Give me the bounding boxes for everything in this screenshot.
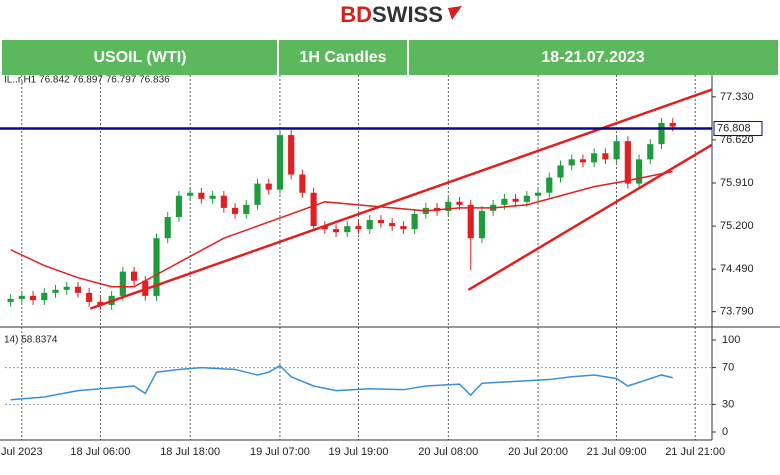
candle-body — [265, 183, 272, 190]
candle-body — [321, 226, 328, 230]
candle-body — [658, 122, 665, 145]
header-cell: USOIL (WTI) — [93, 49, 186, 66]
y-tick-label: 100 — [722, 334, 740, 346]
candle-body — [568, 159, 575, 166]
candle-body — [332, 229, 340, 233]
candle-body — [478, 210, 486, 239]
candle-body — [355, 226, 362, 230]
rsi-label: 14) 58.8374 — [4, 335, 58, 346]
header-cell: 18-21.07.2023 — [541, 49, 644, 66]
candle-body — [377, 220, 385, 224]
candle-body — [366, 220, 373, 230]
candle-body — [624, 141, 631, 184]
candle-body — [647, 144, 654, 160]
x-tick-label: 19 Jul 07:00 — [250, 446, 310, 458]
candle-body — [243, 204, 250, 214]
candle-body — [546, 177, 553, 193]
y-tick-label: 73.790 — [720, 306, 754, 318]
candle-body — [220, 195, 227, 208]
candle-body — [52, 289, 59, 293]
trendline — [467, 143, 713, 291]
candle-body — [175, 195, 183, 217]
candle-body — [523, 195, 530, 202]
candle-body — [18, 295, 25, 299]
candle-body — [635, 159, 643, 184]
x-tick-label: Jul 2023 — [1, 446, 43, 458]
candle-body — [411, 213, 418, 230]
y-tick-label: 77.330 — [720, 91, 754, 103]
candle-body — [209, 195, 216, 199]
x-tick-label: 21 Jul 21:00 — [665, 446, 725, 458]
candle-body — [74, 286, 82, 293]
logo-b: SWISS — [372, 2, 443, 27]
candle-body — [86, 292, 93, 302]
y-tick-label: 75.910 — [720, 177, 754, 189]
candle-body — [389, 223, 396, 227]
y-tick-label: 76.620 — [720, 134, 754, 146]
candle-body — [164, 216, 171, 239]
price-label: 76.808 — [717, 122, 751, 134]
candle-body — [254, 183, 261, 205]
candle-body — [613, 141, 620, 160]
candle-body — [400, 226, 407, 230]
logo-a: BD — [340, 2, 372, 27]
x-tick-label: 19 Jul 19:00 — [329, 446, 389, 458]
info: IL..r,H1 76.842 76.897 76.797 76.836 — [4, 75, 170, 86]
y-tick-label: 75.200 — [720, 220, 754, 232]
candle-body — [7, 298, 14, 302]
candle-body — [467, 204, 474, 239]
candle-body — [591, 153, 598, 163]
trendline — [89, 88, 713, 310]
candle-body — [445, 201, 452, 211]
y-tick-label: 0 — [722, 426, 728, 438]
x-tick-label: 21 Jul 09:00 — [587, 446, 647, 458]
rsi-line — [10, 364, 673, 401]
x-tick-label: 20 Jul 20:00 — [508, 446, 568, 458]
candle-body — [288, 135, 295, 175]
candle-body — [231, 207, 239, 214]
candle-body — [557, 165, 564, 178]
candle-body — [310, 192, 317, 227]
candle-body — [198, 192, 205, 199]
candle-body — [579, 159, 587, 163]
header-bar — [2, 40, 778, 75]
candle-body — [119, 271, 126, 296]
x-tick-label: 18 Jul 06:00 — [70, 446, 130, 458]
header-cell: 1H Candles — [299, 49, 386, 66]
candle-body — [512, 198, 519, 202]
moving-average — [10, 170, 673, 288]
candle-body — [344, 226, 351, 233]
y-tick-label: 70 — [722, 362, 734, 374]
logo-mark — [448, 6, 462, 20]
candle-body — [153, 238, 160, 296]
candle-body — [534, 192, 542, 196]
candle-body — [97, 301, 104, 305]
candle-body — [299, 174, 306, 193]
candle-body — [276, 135, 284, 190]
candle-body — [669, 122, 676, 127]
candle-body — [29, 295, 37, 301]
y-tick-label: 74.490 — [720, 263, 754, 275]
candle-body — [501, 198, 508, 205]
x-tick-label: 20 Jul 08:00 — [418, 446, 478, 458]
candle-body — [456, 201, 463, 205]
candle-body — [41, 292, 48, 301]
candle-body — [130, 271, 138, 281]
candle-body — [602, 153, 609, 160]
x-tick-label: 18 Jul 18:00 — [160, 446, 220, 458]
candle-body — [187, 192, 194, 196]
candle-body — [63, 286, 70, 290]
price-box — [713, 121, 763, 137]
y-tick-label: 30 — [722, 398, 734, 410]
